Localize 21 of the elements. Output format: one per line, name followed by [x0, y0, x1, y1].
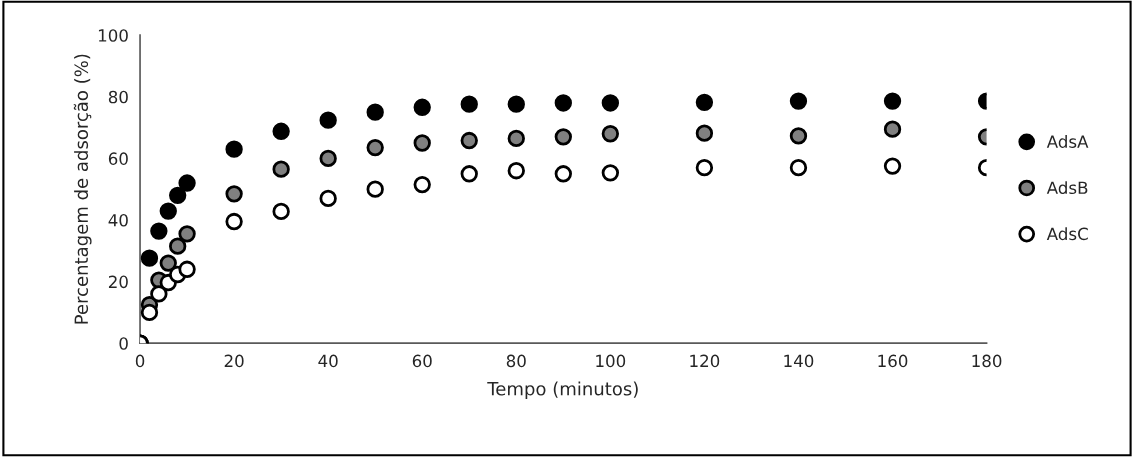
legend-label: AdsB	[1046, 181, 1088, 195]
y-tick-label: 20	[108, 275, 128, 289]
x-tick-label: 160	[878, 354, 908, 368]
y-axis-title: Percentagem de adsorção (%)	[73, 54, 92, 324]
y-tick-label: 60	[108, 152, 128, 165]
x-tick-label: 80	[506, 354, 526, 368]
x-tick-label: 60	[412, 354, 432, 368]
x-tick-label: 0	[135, 354, 145, 368]
x-tick-label: 120	[690, 354, 720, 368]
x-tick-label: 40	[318, 354, 338, 368]
x-axis-title: Tempo (minutos)	[487, 381, 638, 400]
y-tick-label: 40	[108, 213, 128, 227]
legend-label: AdsC	[1046, 227, 1088, 241]
x-tick-label: 100	[596, 354, 626, 368]
y-tick-label: 100	[98, 29, 128, 42]
x-tick-label: 180	[972, 354, 1002, 368]
legend-label: AdsA	[1046, 135, 1089, 148]
x-tick-label: 140	[784, 354, 814, 368]
y-tick-label: 0	[119, 337, 128, 350]
y-tick-label: 80	[108, 90, 128, 104]
x-tick-label: 20	[224, 354, 244, 368]
